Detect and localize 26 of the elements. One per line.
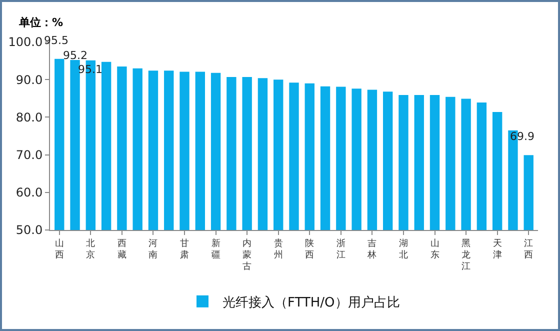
x-tick-label: 河南	[148, 238, 158, 260]
x-tick-label: 新疆	[211, 238, 220, 260]
y-tick-label: 50.0	[16, 223, 43, 238]
x-tick-label: 天津	[492, 238, 502, 260]
x-tick-label: 江西	[524, 238, 534, 260]
x-tick-label: 陕西	[305, 238, 314, 260]
y-tick-label: 90.0	[16, 72, 43, 87]
data-label: 95.5	[44, 34, 68, 47]
x-tick-label: 黑龙江	[462, 238, 471, 272]
x-tick-label: 内蒙古	[242, 238, 252, 272]
x-tick-label: 甘肃	[180, 238, 190, 260]
x-tick-label: 山东	[430, 238, 440, 260]
y-axis-title: 单位：%	[18, 16, 64, 29]
x-tick-label: 吉林	[366, 238, 377, 260]
x-tick-label: 山西	[54, 238, 64, 260]
y-tick-label: 60.0	[16, 186, 43, 200]
y-tick-label: 100.0	[8, 35, 43, 50]
y-tick-label: 80.0	[16, 110, 43, 124]
legend-label: 光纤接入（FTTH/O）用户占比	[222, 295, 400, 310]
y-tick-label: 70.0	[16, 148, 43, 162]
x-tick-label: 西藏	[117, 238, 126, 260]
x-tick-label: 贵州	[274, 238, 283, 260]
x-tick-label: 浙江	[336, 238, 346, 260]
x-tick-label: 北京	[86, 238, 96, 260]
data-label: 95.2	[63, 49, 88, 62]
x-tick-label: 湖北	[398, 238, 408, 260]
